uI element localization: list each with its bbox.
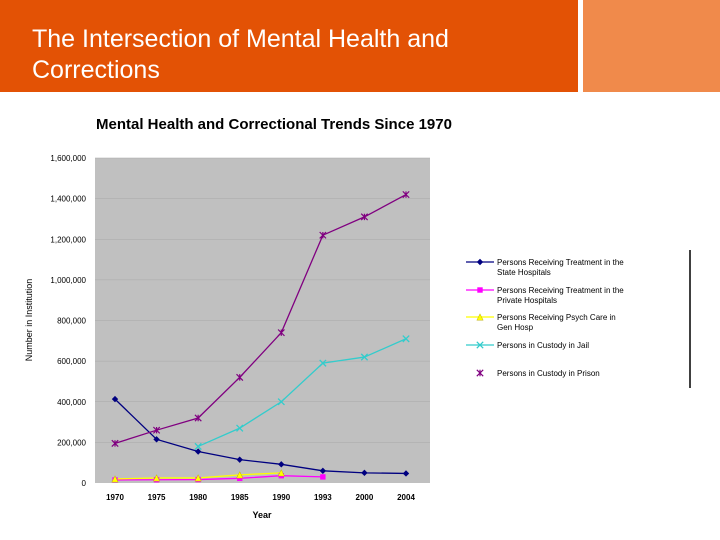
x-tick-label: 1993	[314, 493, 332, 502]
data-point	[277, 469, 285, 477]
header-bar	[0, 0, 578, 92]
data-point	[402, 470, 410, 477]
y-tick-label: 200,000	[57, 438, 86, 447]
data-point	[153, 436, 160, 443]
data-point	[152, 426, 161, 434]
series-line-5	[114, 193, 407, 445]
data-point	[236, 456, 243, 463]
legend-item: Persons Receiving Psych Care in Gen Hosp	[466, 313, 616, 332]
legend-label: Persons Receiving Psych Care in Gen Hosp	[497, 313, 616, 332]
series-lines	[114, 193, 407, 481]
legend-label: Persons in Custody in Jail	[497, 341, 589, 350]
data-point	[277, 329, 285, 337]
series-line-4	[197, 338, 407, 448]
x-tick-label: 2000	[356, 493, 374, 502]
data-point	[402, 190, 410, 199]
data-point	[402, 335, 410, 343]
header-accent-block	[583, 0, 720, 92]
legend-label: Persons in Custody in Prison	[497, 369, 600, 378]
legend-marker	[476, 341, 484, 349]
data-point	[278, 461, 285, 468]
y-tick-label: 1,000,000	[50, 276, 86, 285]
y-tick-label: 400,000	[57, 398, 86, 407]
data-point	[111, 475, 119, 483]
data-point	[360, 213, 369, 221]
legend-item: Persons in Custody in Prison	[476, 369, 600, 378]
data-point	[194, 474, 202, 482]
series-markers	[111, 190, 410, 483]
data-point	[111, 395, 119, 403]
gridlines	[95, 157, 430, 443]
y-tick-label: 800,000	[57, 317, 86, 326]
x-axis-label: Year	[252, 510, 272, 520]
data-point	[361, 469, 368, 477]
legend-item: Persons in Custody in Jail	[466, 341, 589, 350]
y-axis-label: Number in Institution	[24, 279, 34, 362]
data-point	[111, 439, 119, 448]
data-point	[153, 474, 161, 482]
legend-label: Persons Receiving Treatment in the Privat…	[497, 286, 624, 305]
legend-label: Persons Receiving Treatment in the State …	[497, 258, 624, 277]
x-tick-label: 1975	[148, 493, 166, 502]
x-tick-label: 1990	[272, 493, 290, 502]
chart-title: Mental Health and Correctional Trends Si…	[96, 116, 452, 133]
data-point	[236, 373, 244, 381]
series-line-2	[114, 475, 323, 481]
data-point	[319, 467, 327, 475]
y-tick-label: 1,200,000	[50, 235, 86, 244]
y-tick-label: 0	[82, 479, 87, 488]
legend-item: Persons Receiving Treatment in the Privat…	[466, 286, 624, 305]
data-point	[194, 414, 202, 422]
data-point	[360, 353, 369, 361]
legend-marker	[476, 313, 484, 321]
data-point	[194, 448, 202, 455]
y-tick-label: 1,600,000	[50, 154, 86, 163]
data-point	[236, 424, 244, 432]
data-point	[320, 474, 326, 480]
y-tick-label: 1,400,000	[50, 195, 86, 204]
x-tick-label: 1970	[106, 493, 124, 502]
slide-title: The Intersection of Mental Health and Co…	[32, 25, 449, 84]
y-axis-ticks: 0 200,000 400,000 600,000 800,000 1,000,000 1,…	[50, 154, 86, 488]
legend-marker	[477, 287, 483, 293]
legend-marker	[476, 258, 484, 266]
data-point	[319, 359, 327, 367]
x-axis-ticks: 1970 1975 1980 1985 1990 1993 2000 2004	[106, 493, 415, 502]
x-tick-label: 1980	[189, 493, 207, 502]
data-point	[236, 471, 244, 479]
header-divider	[578, 0, 583, 92]
legend: Persons Receiving Treatment in the State …	[466, 258, 624, 378]
data-point	[277, 398, 285, 406]
series-line-1	[114, 398, 407, 475]
legend-item: Persons Receiving Treatment in the State …	[466, 258, 624, 277]
data-point	[237, 475, 243, 482]
data-point	[194, 442, 202, 451]
legend-marker	[476, 369, 484, 377]
y-tick-label: 600,000	[57, 357, 86, 366]
data-point	[319, 231, 327, 239]
x-tick-label: 1985	[231, 493, 249, 502]
x-tick-label: 2004	[397, 493, 415, 502]
